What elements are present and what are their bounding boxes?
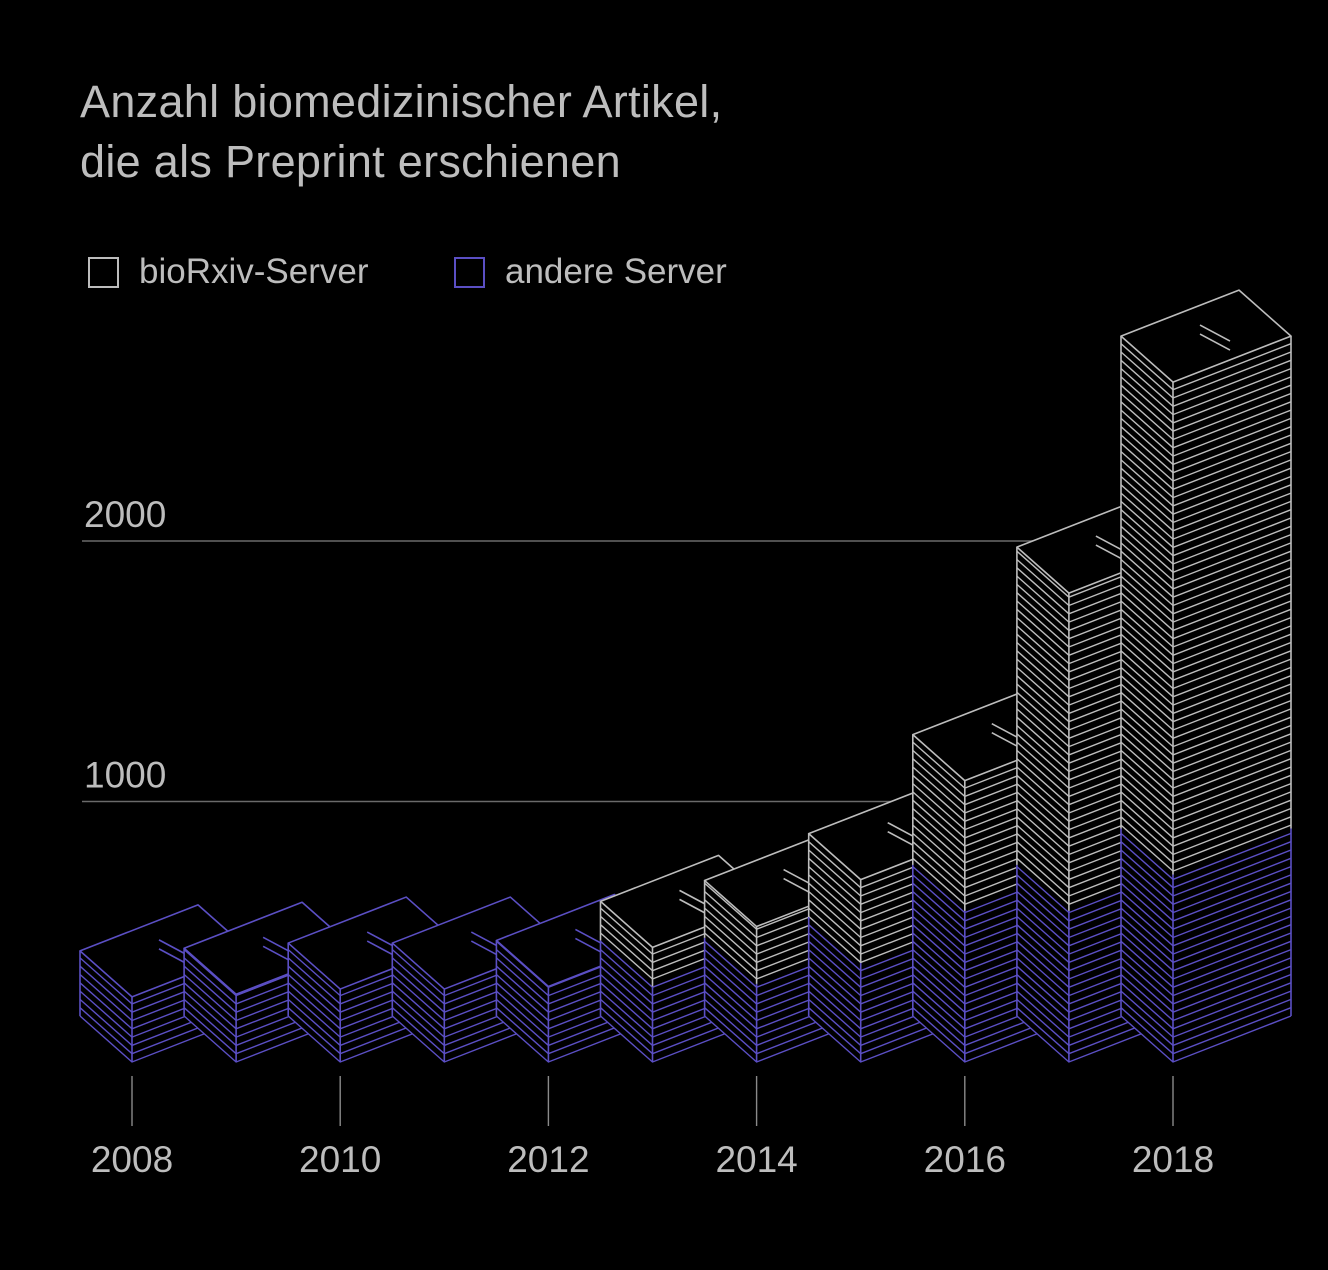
chart-title: Anzahl biomedizinischer Artikel, die als…	[80, 72, 722, 192]
bar-left-face-2010	[288, 943, 341, 1062]
axes: 1000 2000 2008 2010 2012 2014 2016 2018	[84, 494, 1214, 1180]
chart-title-line-2: die als Preprint erschienen	[80, 136, 621, 187]
y-tick-label-2000: 2000	[84, 494, 166, 535]
legend-label-andere: andere Server	[505, 252, 727, 291]
bar-top-mark-2018	[1199, 324, 1231, 342]
bar-top-face-2018	[1120, 289, 1292, 383]
legend-item-andere: andere Server	[454, 252, 727, 292]
x-tick-label-2014: 2014	[715, 1139, 797, 1180]
x-tick-label-2012: 2012	[507, 1139, 589, 1180]
bar-left-face-2012	[496, 940, 549, 1062]
bar-2018	[1120, 289, 1292, 1063]
legend-item-biorxiv: bioRxiv-Server	[88, 252, 369, 292]
legend-swatch-andere	[454, 256, 485, 288]
x-tick-label-2016: 2016	[924, 1139, 1006, 1180]
x-tick-label-2008: 2008	[91, 1139, 173, 1180]
bar-top-mark-2018	[1199, 333, 1231, 351]
x-tick-label-2010: 2010	[299, 1139, 381, 1180]
bar-left-face-2017	[1016, 547, 1069, 1062]
bars	[79, 289, 1292, 1063]
x-tick-label-2018: 2018	[1132, 1139, 1214, 1180]
bar-left-face-2011	[392, 943, 445, 1062]
chart-title-line-1: Anzahl biomedizinischer Artikel,	[80, 76, 723, 127]
legend-label-biorxiv: bioRxiv-Server	[139, 252, 369, 291]
legend-swatch-biorxiv	[88, 256, 119, 288]
y-tick-label-1000: 1000	[84, 755, 166, 796]
